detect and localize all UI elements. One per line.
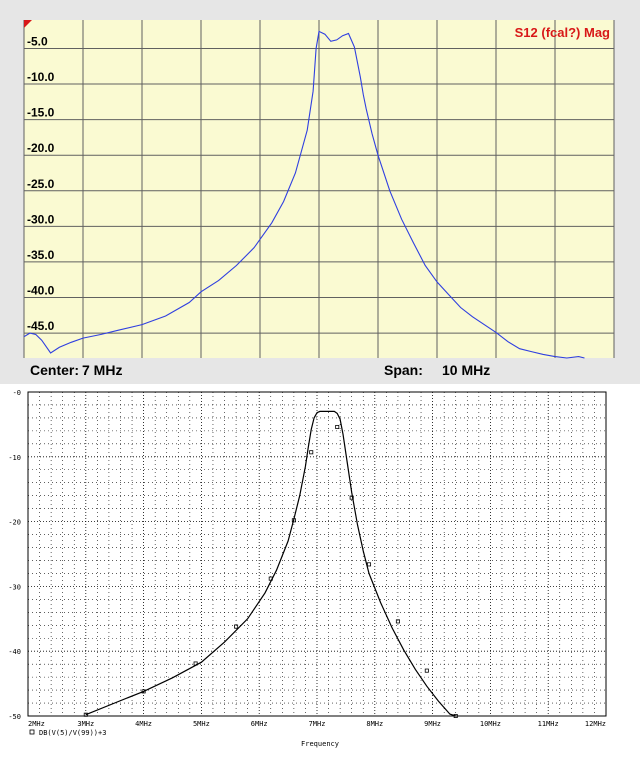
legend-label: DB(V(5)/V(99))+3	[39, 729, 106, 737]
y-tick-label: -5.0	[27, 34, 48, 48]
y-tick-label: -15.0	[27, 106, 55, 120]
trace-marker	[395, 619, 400, 624]
y-tick-labels: -5.0 -10.0 -15.0 -20.0 -25.0 -30.0 -35.0 -40.0 -…	[27, 34, 55, 333]
trace-marker	[309, 450, 314, 455]
y-tick-label: -0	[13, 389, 21, 397]
legend-marker-icon	[29, 729, 35, 735]
network-analyzer-panel: -5.0 -10.0 -15.0 -20.0 -25.0 -30.0 -35.0 -40.0 -…	[0, 0, 640, 384]
plot-frame	[27, 391, 607, 717]
simulation-panel: -0 -10 -20 -30 -40 -50 2MHz 3MHz 4MHz 5MHz 6MHz 7M…	[0, 384, 640, 759]
trace-marker	[141, 689, 146, 694]
trace-marker	[335, 424, 340, 429]
y-tick-label: -40	[8, 648, 21, 656]
x-tick-label: 3MHz	[77, 720, 94, 728]
center-value: 7 MHz	[82, 362, 122, 378]
trace-marker	[367, 562, 372, 567]
y-tick-label: -40.0	[27, 284, 55, 298]
y-tick-label: -20.0	[27, 141, 55, 155]
trace-marker	[234, 624, 239, 629]
y-tick-labels: -0 -10 -20 -30 -40 -50	[8, 389, 21, 721]
y-tick-label: -30	[8, 583, 21, 591]
s12-trace-line	[23, 30, 585, 359]
trace-markers	[83, 424, 458, 718]
trace-marker	[268, 576, 273, 581]
db-response-line	[85, 410, 456, 717]
span-label: Span:	[384, 362, 423, 378]
span-value: 10 MHz	[442, 362, 490, 378]
s12-magnitude-chart: -5.0 -10.0 -15.0 -20.0 -25.0 -30.0 -35.0 -40.0 -…	[23, 20, 615, 378]
grid	[23, 20, 615, 358]
grid	[27, 391, 607, 717]
y-tick-label: -35.0	[27, 248, 55, 262]
y-tick-label: -45.0	[27, 319, 55, 333]
x-tick-label: 2MHz	[28, 720, 45, 728]
reference-marker-icon	[24, 20, 32, 28]
trace-marker	[291, 518, 296, 523]
trace-marker	[453, 713, 458, 718]
center-label: Center:	[30, 362, 79, 378]
x-tick-labels: 2MHz 3MHz 4MHz 5MHz 6MHz 7MHz 8MHz 9MHz 10MHz 11M…	[28, 720, 606, 728]
legend: DB(V(5)/V(99))+3	[29, 729, 106, 737]
y-tick-label: -10.0	[27, 70, 55, 84]
trace-marker	[349, 495, 354, 500]
simulation-response-chart: -0 -10 -20 -30 -40 -50 2MHz 3MHz 4MHz 5MHz 6MHz 7M…	[8, 389, 607, 748]
x-axis-label: Frequency	[301, 740, 339, 748]
x-tick-label: 12MHz	[585, 720, 606, 728]
x-tick-label: 4MHz	[135, 720, 152, 728]
y-tick-label: -50	[8, 713, 21, 721]
x-tick-label: 10MHz	[480, 720, 501, 728]
x-tick-label: 11MHz	[538, 720, 559, 728]
y-tick-label: -20	[8, 519, 21, 527]
trace-marker	[83, 712, 88, 717]
trace-marker	[193, 661, 198, 666]
trace-marker	[424, 668, 429, 673]
y-tick-label: -10	[8, 454, 21, 462]
x-tick-label: 6MHz	[251, 720, 268, 728]
x-tick-label: 9MHz	[424, 720, 441, 728]
y-tick-label: -25.0	[27, 177, 55, 191]
x-tick-label: 8MHz	[366, 720, 383, 728]
chart-title: S12 (fcal?) Mag	[515, 25, 610, 40]
y-tick-label: -30.0	[27, 212, 55, 226]
x-tick-label: 5MHz	[193, 720, 210, 728]
x-tick-label: 7MHz	[309, 720, 326, 728]
